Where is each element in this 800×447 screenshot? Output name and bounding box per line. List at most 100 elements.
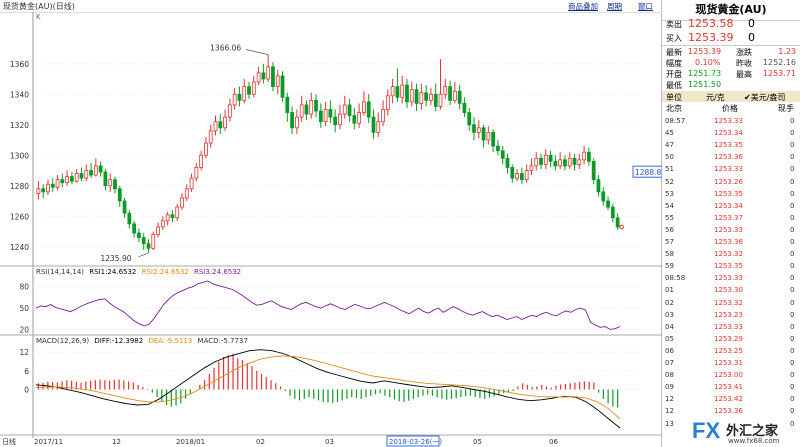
current-price-marker	[619, 224, 624, 230]
tick-vol: 0	[790, 298, 795, 307]
prev-close-value: 1252.16	[762, 58, 796, 67]
rsi1-label: RSI1:24.6532	[89, 268, 137, 276]
chart-area[interactable]: 现货黄金(AU)(日线) 商品叠加 周期 窗口 K 1240 1260 1280 13…	[0, 0, 662, 447]
candle-body	[218, 121, 223, 129]
candle-body	[582, 151, 586, 161]
tick-row: 12 1253.36 0	[662, 405, 800, 417]
period-label: 日线	[2, 437, 16, 446]
overlay-button[interactable]: 商品叠加	[568, 2, 598, 11]
tick-time: 51	[665, 165, 674, 174]
x-tick-label: 12	[112, 438, 121, 446]
date-cursor-box	[386, 435, 440, 447]
tick-row: 12 1253.42 0	[662, 393, 800, 405]
tick-vol: 0	[790, 371, 795, 380]
tick-vol: 0	[790, 359, 795, 367]
candle-body	[500, 150, 505, 159]
tick-price: 1253.29	[714, 334, 743, 343]
price-tick-label: 1260	[10, 212, 29, 221]
candle-body	[510, 167, 515, 179]
tick-vol: 0	[790, 189, 795, 198]
tick-time: 58	[665, 250, 674, 259]
tick-price: 1253.42	[714, 395, 743, 404]
candle-body	[137, 232, 141, 238]
tick-price: 1253.25	[714, 346, 743, 355]
stat-row-1: 最新 1253.39 涨跌 1.23	[662, 47, 800, 58]
candle-body	[323, 109, 328, 123]
candle-body	[419, 92, 424, 104]
sell-vol: 0	[748, 17, 755, 30]
candle-body	[347, 104, 352, 117]
watermark-logo: FX 外汇之家 www.fx68.com	[692, 418, 800, 447]
candle-body	[467, 112, 472, 126]
candle-body	[65, 176, 69, 184]
tick-price: 1253.00	[714, 371, 743, 380]
tick-header: 北京 价格 现手	[662, 103, 800, 114]
tick-time: 03	[665, 310, 674, 319]
current-price-box	[632, 165, 662, 178]
candle-body	[60, 179, 65, 184]
dea-label: DEA:-9.5113	[148, 337, 193, 345]
tick-row: 57 1253.36 0	[662, 236, 800, 248]
candle-body	[610, 206, 615, 219]
candle-body	[529, 165, 534, 171]
x-tick-label: 02	[256, 438, 265, 446]
candle-body	[376, 121, 381, 133]
tick-time: 09	[665, 383, 674, 392]
tick-time: 55	[665, 213, 674, 222]
candle-body	[204, 142, 208, 156]
tick-row: 58 1253.32 0	[662, 248, 800, 260]
high-annotation: 1366.06	[210, 44, 241, 53]
tick-time: 54	[665, 201, 674, 210]
candle-body	[591, 160, 596, 181]
candle-body	[596, 179, 601, 193]
tick-row: 47 1253.35 0	[662, 139, 800, 151]
window-button[interactable]: 窗口	[638, 2, 653, 11]
tick-vol: 0	[790, 165, 795, 174]
tick-vol: 0	[790, 213, 795, 222]
tick-row: 09 1253.41 0	[662, 381, 800, 393]
candle-body	[409, 89, 414, 103]
candle-body	[74, 173, 79, 182]
candle-body	[304, 104, 309, 115]
amplitude-value: 0.10%	[695, 58, 721, 67]
price-tick-label: 1300	[10, 151, 29, 160]
tick-price: 1253.26	[714, 177, 743, 186]
tick-vol: 0	[790, 250, 795, 259]
candle-body	[141, 237, 146, 245]
candle-body	[93, 165, 98, 176]
candle-body	[227, 104, 232, 118]
tick-vol: 0	[790, 310, 795, 319]
candle-body	[314, 99, 318, 112]
check-icon: ✔	[744, 93, 751, 102]
candle-body	[572, 157, 577, 165]
tick-price: 1253.35	[714, 141, 743, 150]
tick-vol: 0	[790, 153, 795, 162]
tick-price: 1253.41	[714, 383, 743, 392]
macd-tick-label: 6	[24, 367, 29, 376]
tick-price: 1253.36	[714, 407, 743, 416]
candle-body	[175, 206, 180, 219]
candle-body	[132, 223, 137, 234]
candle-body	[199, 154, 204, 168]
tick-time: 12	[665, 407, 674, 416]
tick-time: 08:57	[665, 117, 686, 125]
chart-toolbar: 现货黄金(AU)(日线) 商品叠加 周期 窗口	[0, 0, 662, 13]
candle-body	[160, 220, 165, 228]
period-button[interactable]: 周期	[607, 2, 622, 11]
candle-body	[266, 66, 271, 80]
unit-value[interactable]: 元/克	[706, 93, 725, 102]
rsi-tick-label: 20	[19, 325, 29, 334]
k-label: K	[36, 13, 41, 21]
unit-bar[interactable]: 单位 元/克 ✔美元/盎司	[662, 91, 800, 102]
candle-body	[261, 72, 266, 80]
candle-body	[476, 127, 481, 133]
unit-option[interactable]: ✔美元/盎司	[744, 92, 785, 103]
rsi-line	[35, 280, 621, 330]
macd-tick-label: 12	[19, 348, 29, 357]
tick-time: 52	[665, 177, 674, 186]
candle-body	[390, 86, 395, 97]
candle-body	[328, 109, 333, 118]
macd-title: MACD(12,26,9)	[36, 337, 90, 345]
candle-body	[338, 113, 342, 126]
